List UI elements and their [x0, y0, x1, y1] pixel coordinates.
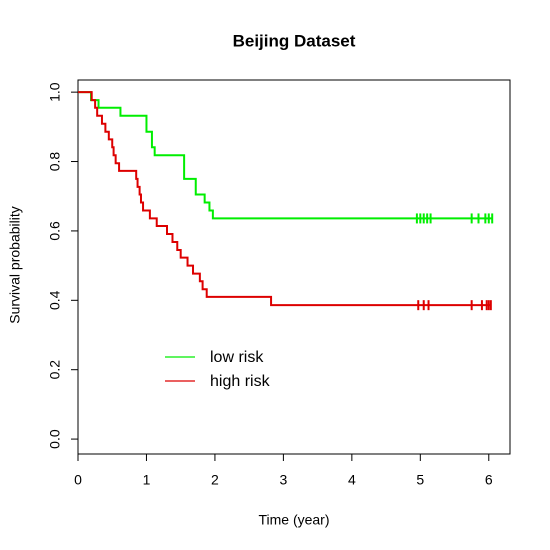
y-tick-label: 0.8: [47, 152, 63, 172]
x-tick-label: 1: [143, 472, 151, 488]
y-tick-label: 1.0: [47, 82, 63, 102]
y-tick-label: 0.6: [47, 221, 63, 241]
legend-label: low risk: [210, 349, 264, 366]
survival-curve: [78, 91, 491, 307]
x-tick-label: 3: [279, 472, 287, 488]
y-tick-label: 0.4: [47, 290, 63, 310]
x-tick-label: 5: [416, 472, 424, 488]
survival-curve: [78, 91, 493, 220]
x-tick-label: 0: [74, 472, 82, 488]
y-tick-label: 0.0: [47, 429, 63, 449]
y-tick-label: 0.2: [47, 360, 63, 380]
x-tick-label: 2: [211, 472, 219, 488]
chart-title: Beijing Dataset: [233, 31, 356, 50]
x-tick-label: 4: [348, 472, 356, 488]
plot-frame: [77, 79, 511, 455]
legend-label: high risk: [210, 373, 271, 390]
x-tick-label: 6: [485, 472, 493, 488]
y-axis-label: Survival probability: [7, 206, 23, 324]
x-axis-label: Time (year): [258, 512, 329, 528]
